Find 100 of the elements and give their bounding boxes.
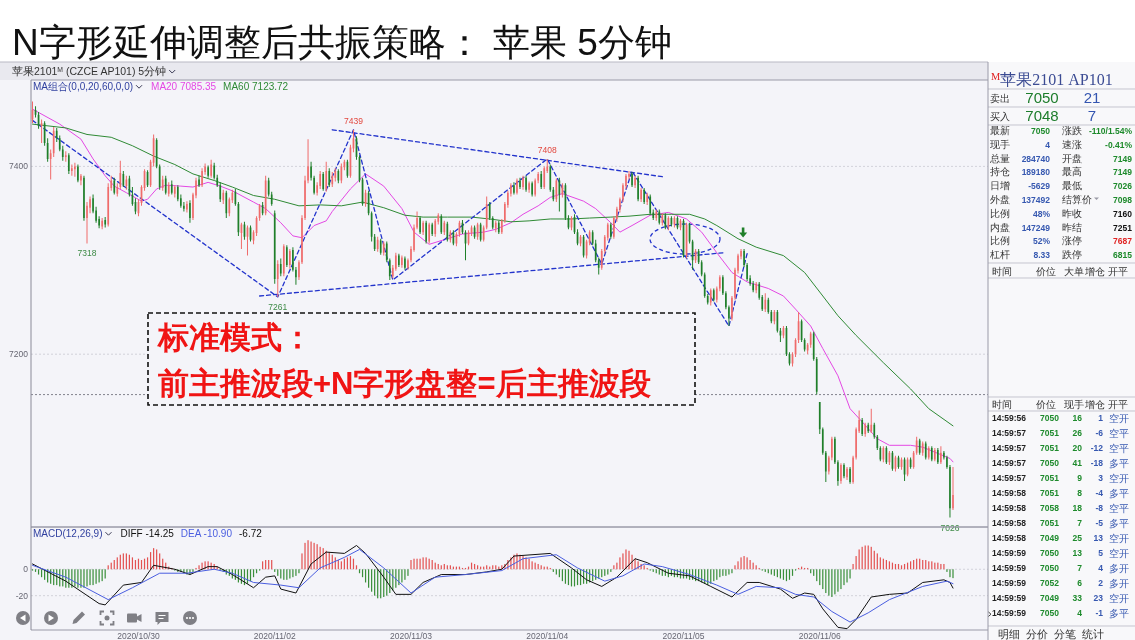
text: 多开	[1109, 577, 1129, 589]
text: 7051	[1040, 428, 1060, 438]
annotation: 7408	[537, 144, 557, 155]
text: 7048	[1025, 107, 1059, 124]
text: 空平	[1109, 502, 1129, 514]
text: 7050	[1031, 126, 1051, 136]
text: 18	[1072, 503, 1083, 513]
text: 7149	[1113, 167, 1133, 178]
text: -8	[1095, 503, 1104, 513]
text: 5	[1098, 548, 1104, 558]
text: 33	[1072, 593, 1083, 603]
text: 空开	[1109, 412, 1129, 424]
text: 价位	[1035, 399, 1056, 410]
text: 大单	[1064, 265, 1084, 277]
x-tick-label: 2020/11/05	[662, 631, 705, 640]
text: 7050	[1040, 608, 1060, 618]
text: 昨收	[1062, 207, 1082, 219]
text: 14:59:56	[992, 413, 1027, 423]
text: 空开	[1109, 592, 1129, 604]
text: 4	[1098, 563, 1104, 573]
chart-title: N字形延伸调整后共振策略： 苹果 5分钟	[12, 22, 672, 63]
text: 16	[1072, 413, 1083, 423]
text: 14:59:57	[992, 428, 1027, 438]
annotation: 7261	[268, 301, 288, 312]
text: 现手	[1064, 399, 1084, 410]
text: -5	[1095, 518, 1104, 528]
text: 分笔	[1054, 627, 1076, 640]
text: 多平	[1109, 517, 1129, 529]
x-tick-label: 2020/10/30	[117, 631, 161, 640]
text: 7	[1087, 107, 1097, 124]
text: 6	[1077, 578, 1083, 588]
text: 14:59:57	[992, 473, 1027, 483]
text: 统计	[1082, 627, 1104, 640]
text: MA20 7085.35	[151, 81, 217, 92]
text: 4	[1045, 139, 1051, 150]
text: -110/1.54%	[1088, 126, 1133, 136]
text: 25	[1072, 533, 1083, 543]
annotation: 7026	[940, 522, 960, 533]
text: 持仓	[990, 166, 1010, 178]
text: 7049	[1040, 533, 1060, 543]
text: -6	[1095, 428, 1104, 438]
text: 14:59:57	[992, 443, 1027, 453]
text: 结算价	[1062, 194, 1092, 205]
text: $^{M}$苹果2101 AP101	[991, 70, 1113, 88]
legend-title: MACD(12,26,9)	[33, 528, 103, 539]
text: 7	[1077, 518, 1083, 528]
text: 7058	[1040, 503, 1060, 513]
text: 跌停	[1062, 249, 1082, 261]
text: 空开	[1109, 532, 1129, 544]
text: 价位	[1035, 265, 1056, 277]
text: 14:59:58	[992, 503, 1027, 513]
text: 7026	[1113, 181, 1133, 192]
annotation: 标准模式：	[157, 320, 313, 355]
text: -4	[1095, 488, 1104, 498]
text: 开平	[1108, 265, 1128, 277]
text: 涨停	[1062, 235, 1082, 247]
text: 卖出	[990, 92, 1010, 104]
text: DIFF -14.25	[120, 528, 175, 539]
text: 增仓	[1084, 265, 1105, 277]
text: 7051	[1040, 488, 1060, 498]
text: 多平	[1109, 607, 1129, 619]
text: 杠杆	[989, 249, 1010, 261]
text: 比例	[990, 207, 1010, 219]
text: 开平	[1108, 399, 1128, 410]
text: 189180	[1021, 167, 1051, 178]
text: 7049	[1040, 593, 1060, 603]
text: 8	[1077, 488, 1083, 498]
text: 昨结	[1062, 221, 1082, 233]
text: 7687	[1113, 236, 1133, 247]
text: 7051	[1040, 473, 1060, 483]
text: 7	[1077, 563, 1083, 573]
y-tick-label: 0	[23, 564, 29, 575]
text: 7251	[1113, 222, 1133, 233]
legend-title: MA组合(0,0,20,60,0,0)	[33, 81, 134, 92]
text: -12	[1090, 443, 1104, 453]
text: 14:59:58	[992, 518, 1027, 528]
text: 7050	[1040, 458, 1060, 468]
text: 14:59:58	[992, 533, 1027, 543]
text: 多平	[1109, 457, 1129, 469]
text: 48%	[1032, 208, 1051, 219]
text: 空平	[1109, 442, 1129, 454]
text: 147249	[1021, 222, 1051, 233]
text: 2	[1098, 578, 1104, 588]
text: 买入	[990, 110, 1010, 122]
text: 7050	[1040, 548, 1060, 558]
text: 23	[1093, 593, 1104, 603]
text: 速涨	[1062, 138, 1082, 150]
text: 增仓	[1084, 399, 1105, 410]
text: 52%	[1032, 236, 1051, 247]
text: 内盘	[990, 221, 1010, 233]
text: 7051	[1040, 518, 1060, 528]
text: -18	[1090, 458, 1104, 468]
text: 7050	[1040, 413, 1060, 423]
text: 空开	[1109, 547, 1129, 559]
x-tick-label: 2020/11/03	[390, 631, 433, 640]
y-tick-label: -20	[15, 590, 29, 601]
text: 14:59:58	[992, 488, 1027, 498]
annotation: 前主推波段+N字形盘整=后主推波段	[158, 366, 651, 401]
text: 7052	[1040, 578, 1060, 588]
text: 最新	[990, 125, 1010, 136]
